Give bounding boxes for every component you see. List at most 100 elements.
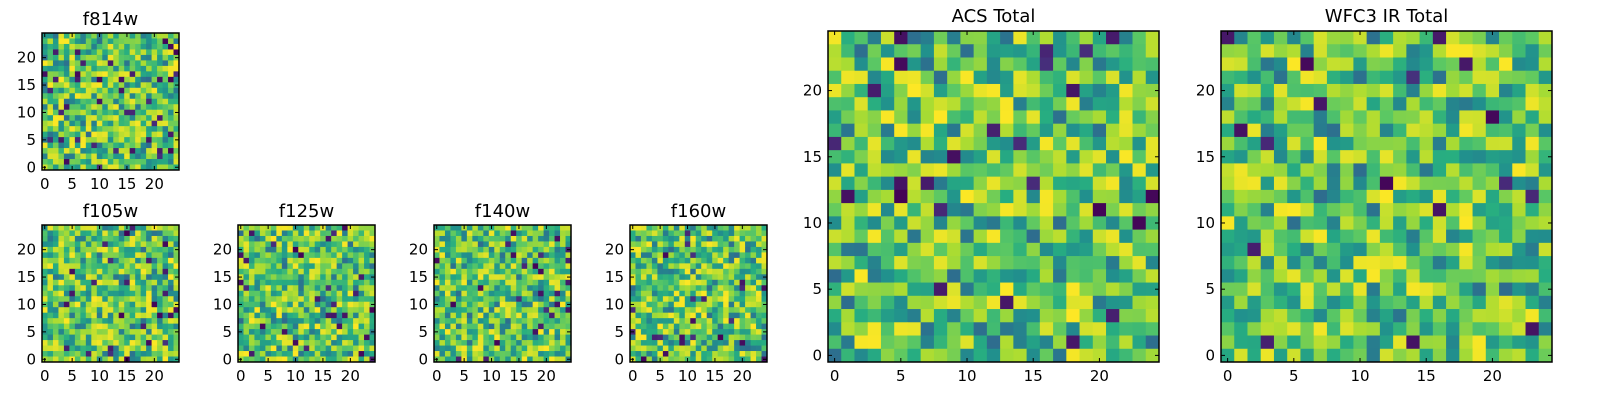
- heatmap-cell: [52, 54, 59, 61]
- heatmap-cell: [85, 60, 92, 67]
- heatmap-cell: [701, 301, 708, 308]
- heatmap-cell: [477, 307, 484, 314]
- heatmap-cell: [723, 329, 730, 335]
- heatmap-cell: [543, 340, 550, 346]
- heatmap-cell: [712, 318, 719, 325]
- heatmap-cell: [973, 163, 988, 178]
- heatmap-cell: [527, 340, 534, 346]
- heatmap-cell: [734, 296, 740, 303]
- heatmap-cell: [973, 57, 988, 72]
- heatmap-cell: [320, 235, 327, 242]
- heatmap-cell: [1326, 163, 1341, 178]
- heatmap-cell: [96, 60, 103, 67]
- heatmap-cell: [488, 252, 495, 259]
- heatmap-cell: [1459, 348, 1473, 363]
- heatmap-cell: [102, 285, 109, 292]
- heatmap-cell: [1459, 335, 1473, 350]
- heatmap-cell: [488, 257, 495, 264]
- heatmap-cell: [281, 345, 288, 352]
- heatmap-cell: [499, 263, 506, 270]
- heatmap-cell: [455, 334, 462, 341]
- heatmap-cell: [867, 216, 882, 230]
- heatmap-cell: [96, 235, 103, 242]
- heatmap-cell: [47, 235, 54, 242]
- heatmap-cell: [331, 263, 338, 270]
- heatmap-cell: [270, 318, 277, 325]
- heatmap-cell: [750, 356, 757, 363]
- heatmap-cell: [1247, 44, 1262, 58]
- heatmap-cell: [455, 268, 462, 275]
- heatmap-cell: [52, 60, 59, 67]
- heatmap-cell: [1459, 203, 1473, 217]
- heatmap-cell: [739, 290, 746, 297]
- heatmap-cell: [281, 340, 288, 346]
- heatmap-cell: [52, 109, 59, 116]
- heatmap-cell: [1053, 123, 1067, 138]
- heatmap-cell: [712, 263, 719, 270]
- heatmap-cell: [52, 351, 59, 357]
- heatmap-cell: [635, 296, 642, 303]
- heatmap-cell: [554, 274, 561, 281]
- heatmap-cell: [894, 322, 908, 336]
- heatmap-cell: [651, 329, 658, 335]
- heatmap-cell: [1260, 282, 1275, 297]
- heatmap-cell: [1472, 110, 1487, 125]
- heatmap-cell: [635, 252, 642, 259]
- heatmap-cell: [74, 104, 81, 111]
- heatmap-cell: [695, 252, 702, 259]
- heatmap-cell: [723, 246, 730, 253]
- heatmap-cell: [1119, 203, 1133, 217]
- heatmap-cell: [1512, 176, 1526, 191]
- heatmap-cell: [91, 274, 98, 281]
- heatmap-cell: [298, 235, 305, 242]
- heatmap-cell: [124, 137, 131, 143]
- heatmap-cell: [560, 334, 566, 341]
- heatmap-cell: [521, 252, 528, 259]
- heatmap-cell: [1053, 229, 1067, 244]
- heatmap-cell: [298, 323, 305, 330]
- heatmap-cell: [662, 235, 669, 242]
- heatmap-cell: [712, 274, 719, 281]
- heatmap-cell: [651, 257, 658, 264]
- heatmap-cell: [63, 65, 70, 72]
- heatmap-cell: [298, 340, 305, 346]
- heatmap-cell: [728, 274, 735, 281]
- heatmap-cell: [80, 296, 87, 303]
- heatmap-cell: [483, 241, 490, 248]
- heatmap-cell: [157, 296, 163, 303]
- heatmap-cell: [1300, 176, 1315, 191]
- heatmap-cell: [1273, 322, 1288, 336]
- heatmap-cell: [521, 257, 528, 264]
- y-tick-label: 20: [213, 241, 232, 259]
- heatmap-cell: [146, 153, 152, 160]
- heatmap-cell: [281, 274, 288, 281]
- heatmap-cell: [309, 246, 316, 253]
- heatmap-cell: [657, 296, 664, 303]
- heatmap-cell: [248, 356, 255, 363]
- heatmap-cell: [854, 229, 869, 244]
- heatmap-cell: [347, 334, 354, 341]
- heatmap-cell: [353, 351, 359, 357]
- heatmap-cell: [265, 296, 272, 303]
- heatmap-cell: [1132, 123, 1147, 138]
- heatmap-cell: [483, 296, 490, 303]
- heatmap-cell: [276, 279, 283, 286]
- heatmap-cell: [1106, 70, 1120, 85]
- heatmap-cell: [1366, 57, 1381, 72]
- heatmap-cell: [1538, 216, 1553, 230]
- heatmap-cell: [488, 312, 495, 319]
- heatmap-cell: [690, 246, 697, 253]
- heatmap-cell: [679, 323, 686, 330]
- heatmap-cell: [353, 301, 359, 308]
- heatmap-cell: [1145, 163, 1160, 178]
- heatmap-cell: [151, 307, 158, 314]
- heatmap-cell: [129, 279, 136, 286]
- heatmap-cell: [538, 285, 544, 292]
- heatmap-cell: [1145, 322, 1160, 336]
- heatmap-cell: [684, 334, 691, 341]
- heatmap-cell: [1499, 44, 1513, 58]
- heatmap-cell: [254, 268, 261, 275]
- heatmap-cell: [364, 296, 370, 303]
- heatmap-cell: [52, 225, 59, 231]
- heatmap-cell: [521, 351, 528, 357]
